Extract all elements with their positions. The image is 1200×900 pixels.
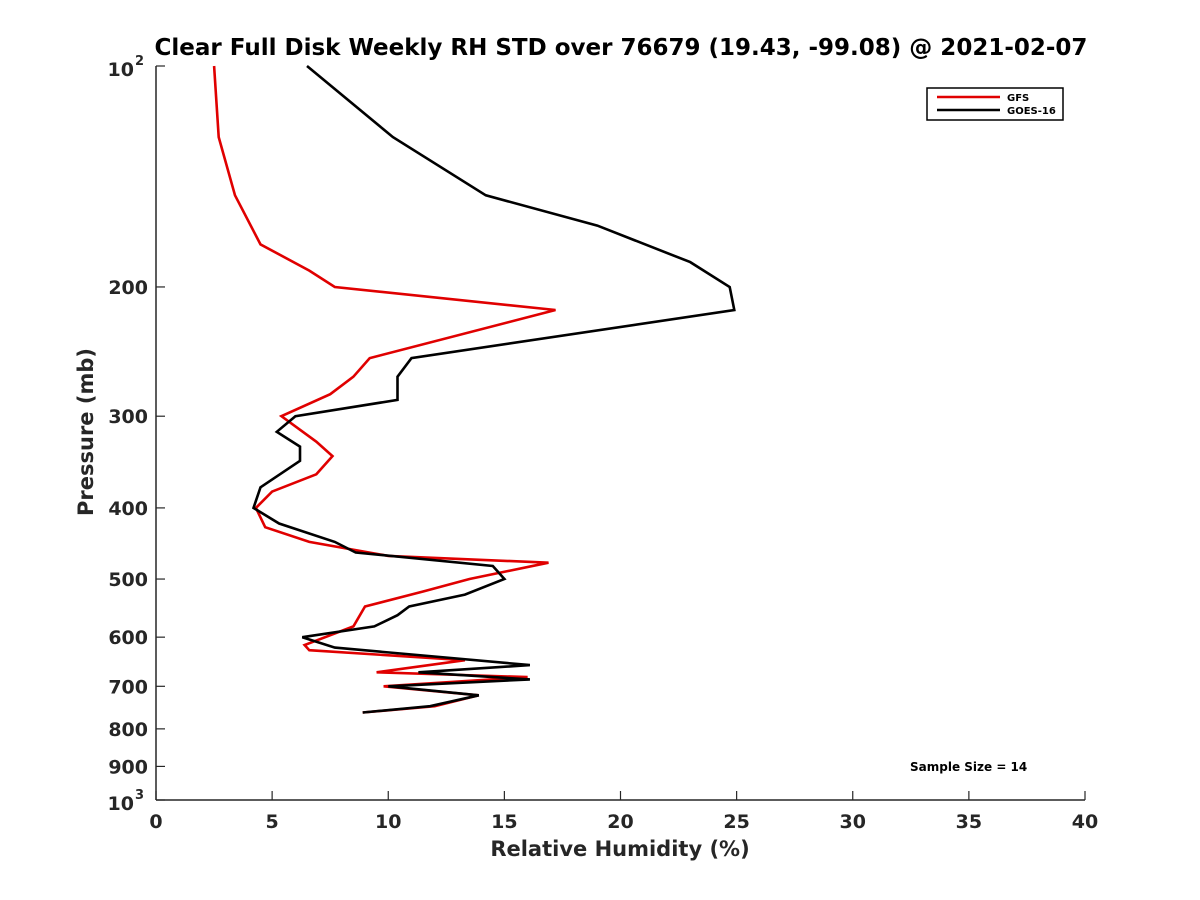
y-tick-label: 300 (108, 406, 148, 428)
series-line-goes-16 (251, 64, 736, 714)
x-tick-label: 35 (956, 811, 982, 833)
y-axis-label: Pressure (mb) (74, 348, 98, 516)
y-tick-label-base: 10 (108, 59, 134, 81)
sample-size-annotation: Sample Size = 14 (910, 760, 1027, 774)
x-tick-label: 15 (491, 811, 517, 833)
x-tick-label: 0 (149, 811, 162, 833)
legend: GFS GOES-16 (926, 87, 1064, 121)
x-tick-label: 40 (1072, 811, 1098, 833)
y-tick-label: 800 (108, 719, 148, 741)
legend-box (926, 87, 1064, 121)
y-tick-label: 500 (108, 569, 148, 591)
y-tick-label: 700 (108, 676, 148, 698)
y-tick-label-base: 10 (108, 793, 134, 815)
y-tick-label-power: 10 2 (108, 54, 145, 81)
x-axis-label: Relative Humidity (%) (490, 837, 749, 861)
x-tick-label: 20 (607, 811, 633, 833)
chart-title: Clear Full Disk Weekly RH STD over 76679… (155, 35, 1088, 61)
x-tick-label: 10 (375, 811, 401, 833)
series-lines (212, 64, 736, 714)
y-tick-label: 400 (108, 498, 148, 520)
legend-entry-label: GFS (1007, 93, 1029, 104)
x-tick-label: 30 (840, 811, 866, 833)
series-line-gfs (212, 65, 556, 714)
y-tick-label-exponent: 3 (135, 788, 144, 803)
x-tick-label: 25 (723, 811, 749, 833)
y-tick-label-power: 10 3 (108, 788, 145, 815)
y-tick-label-exponent: 2 (135, 54, 144, 69)
y-tick-label: 200 (108, 277, 148, 299)
legend-entry-label: GOES-16 (1007, 106, 1056, 117)
y-tick-label: 600 (108, 627, 148, 649)
x-tick-label: 5 (266, 811, 279, 833)
y-tick-label: 900 (108, 756, 148, 778)
